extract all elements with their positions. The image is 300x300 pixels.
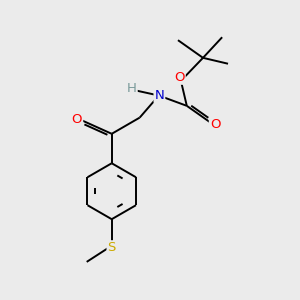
- Text: O: O: [210, 118, 220, 130]
- Text: N: N: [154, 89, 164, 102]
- Text: O: O: [72, 112, 82, 126]
- Text: H: H: [127, 82, 137, 95]
- Text: O: O: [174, 71, 185, 84]
- Text: S: S: [107, 241, 116, 254]
